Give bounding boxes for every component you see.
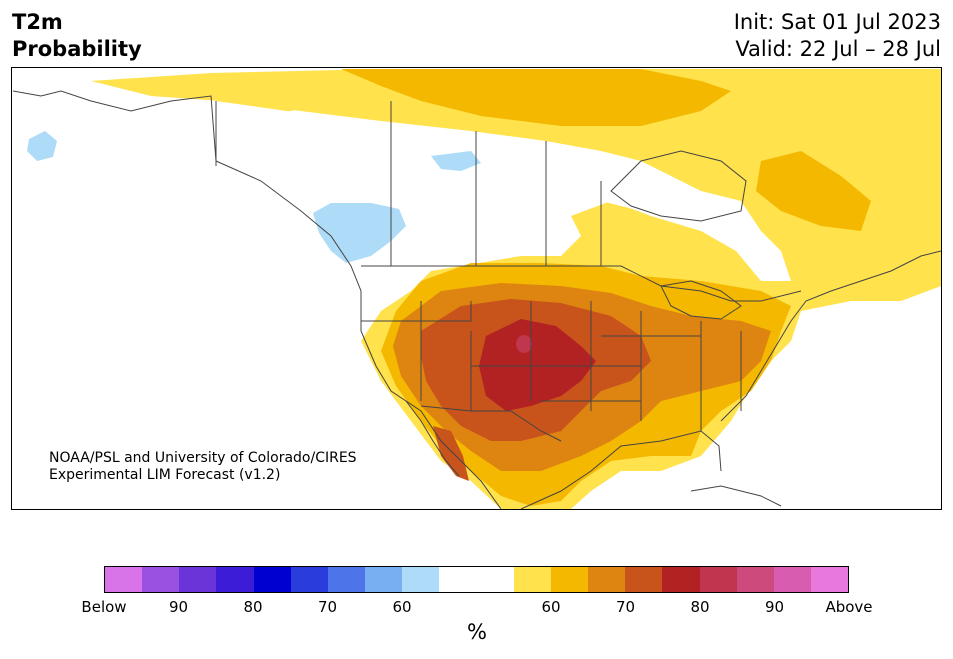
colorbar-cell	[402, 567, 440, 592]
colorbar-cell	[253, 567, 291, 592]
shade-below-55-hudson-patch	[431, 151, 481, 171]
credit-line-1: NOAA/PSL and University of Colorado/CIRE…	[49, 450, 357, 466]
colorbar-cell	[662, 567, 700, 592]
coastline-gulf	[520, 430, 722, 509]
title-type: Probability	[12, 37, 142, 61]
colorbar-cell	[736, 567, 774, 592]
colorbar-tick-label: 80	[690, 598, 710, 616]
us-mexico-border	[420, 405, 562, 442]
colorbar-cell	[699, 567, 737, 592]
probability-map	[11, 67, 942, 510]
coastline-east	[720, 250, 941, 422]
colorbar-ticks: Below 90 80 70 60 60 70 80 90 Above	[0, 598, 953, 618]
init-date: Init: Sat 01 Jul 2023	[733, 10, 941, 34]
title-variable: T2m	[12, 10, 63, 34]
colorbar-cell	[550, 567, 589, 592]
cuba	[690, 485, 782, 507]
colorbar-cell	[773, 567, 811, 592]
state-lines	[361, 301, 742, 431]
map-title: T2m Probability	[12, 9, 142, 63]
credit-text: NOAA/PSL and University of Colorado/CIRE…	[49, 450, 357, 484]
colorbar-cell	[216, 567, 254, 592]
colorbar-cell	[365, 567, 403, 592]
colorbar-cell	[105, 567, 143, 592]
colorbar-tick-label: 90	[764, 598, 785, 616]
shade-above-60-quebec	[756, 151, 871, 231]
colorbar-cell	[625, 567, 663, 592]
shade-above-70-baja	[433, 426, 469, 481]
colorbar-tick-label: 70	[615, 598, 636, 616]
shade-below-55-bc	[313, 203, 406, 263]
colorbar-tick-label: Below	[81, 598, 127, 616]
colorbar	[104, 566, 849, 593]
colorbar-tick-label: 90	[168, 598, 189, 616]
shade-above-80	[479, 319, 596, 411]
colorbar-tick-label: 60	[392, 598, 412, 616]
colorbar-tick-label: 80	[243, 598, 263, 616]
colorbar-cell	[439, 567, 477, 592]
colorbar-cell	[327, 567, 366, 592]
colorbar-cell	[179, 567, 217, 592]
colorbar-tick-label: 70	[317, 598, 338, 616]
colorbar-cell	[588, 567, 626, 592]
colorbar-unit: %	[467, 620, 487, 644]
boundaries	[12, 90, 941, 509]
valid-range: Valid: 22 Jul – 28 Jul	[735, 37, 941, 61]
shade-above-60-arctic	[341, 69, 731, 126]
forecast-dates: Init: Sat 01 Jul 2023 Valid: 22 Jul – 28…	[734, 9, 941, 63]
map-canvas	[12, 69, 941, 509]
coastline-west	[12, 90, 502, 509]
shade-below-55-alaska	[27, 131, 57, 161]
colorbar-cell	[810, 567, 849, 592]
province-lines	[215, 101, 602, 266]
great-lakes	[660, 280, 742, 320]
colorbar-cell	[513, 567, 551, 592]
hudson-bay	[610, 150, 747, 222]
colorbar-tick-label: 60	[541, 598, 561, 616]
us-canada-border	[361, 265, 802, 302]
colorbar-cell	[142, 567, 180, 592]
credit-line-2: Experimental LIM Forecast (v1.2)	[49, 467, 281, 483]
coastline-baja	[405, 400, 460, 477]
shade-above-90	[516, 335, 532, 353]
colorbar-cell	[290, 567, 328, 592]
colorbar-tick-label: Above	[825, 598, 873, 616]
colorbar-cell	[476, 567, 514, 592]
